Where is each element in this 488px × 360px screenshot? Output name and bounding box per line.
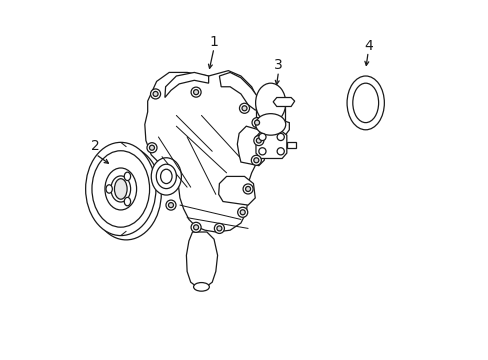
Ellipse shape — [255, 83, 285, 123]
Ellipse shape — [193, 283, 209, 291]
Polygon shape — [164, 72, 208, 98]
Polygon shape — [144, 71, 264, 232]
Ellipse shape — [85, 142, 156, 235]
Ellipse shape — [124, 172, 130, 181]
Circle shape — [214, 224, 224, 233]
Polygon shape — [261, 121, 289, 137]
Polygon shape — [218, 176, 255, 205]
Polygon shape — [286, 142, 296, 148]
Ellipse shape — [92, 151, 149, 227]
Polygon shape — [256, 103, 285, 125]
Circle shape — [191, 222, 201, 232]
Circle shape — [243, 184, 253, 194]
Circle shape — [277, 148, 284, 155]
Ellipse shape — [151, 158, 181, 195]
Circle shape — [253, 158, 258, 163]
Ellipse shape — [106, 185, 112, 193]
Circle shape — [239, 103, 249, 113]
Circle shape — [153, 91, 158, 96]
Circle shape — [258, 148, 265, 155]
Polygon shape — [237, 126, 265, 166]
Text: 1: 1 — [209, 35, 218, 49]
Circle shape — [253, 135, 264, 145]
Circle shape — [277, 134, 284, 140]
Circle shape — [165, 200, 176, 210]
Circle shape — [217, 226, 222, 231]
Circle shape — [150, 89, 160, 99]
Circle shape — [149, 145, 154, 150]
Text: 4: 4 — [363, 39, 372, 53]
Circle shape — [237, 207, 247, 217]
Circle shape — [191, 87, 201, 97]
Polygon shape — [273, 98, 294, 107]
Polygon shape — [219, 72, 260, 110]
Circle shape — [256, 138, 261, 143]
Circle shape — [242, 106, 246, 111]
Circle shape — [240, 210, 244, 215]
Text: 2: 2 — [91, 139, 100, 153]
Ellipse shape — [114, 179, 127, 199]
Ellipse shape — [156, 164, 176, 189]
Circle shape — [193, 225, 198, 230]
Ellipse shape — [111, 176, 130, 202]
Polygon shape — [255, 132, 286, 158]
Ellipse shape — [352, 83, 378, 123]
Circle shape — [258, 134, 265, 140]
Circle shape — [251, 118, 262, 128]
Ellipse shape — [105, 168, 136, 210]
Circle shape — [251, 155, 261, 165]
Ellipse shape — [91, 147, 161, 240]
Circle shape — [168, 203, 173, 208]
Polygon shape — [186, 232, 217, 288]
Circle shape — [245, 186, 250, 192]
Ellipse shape — [346, 76, 384, 130]
Ellipse shape — [124, 197, 130, 206]
Circle shape — [147, 143, 157, 153]
Ellipse shape — [160, 169, 172, 184]
Text: 3: 3 — [274, 58, 283, 72]
Circle shape — [254, 120, 259, 125]
Circle shape — [193, 90, 198, 95]
Ellipse shape — [255, 114, 285, 135]
